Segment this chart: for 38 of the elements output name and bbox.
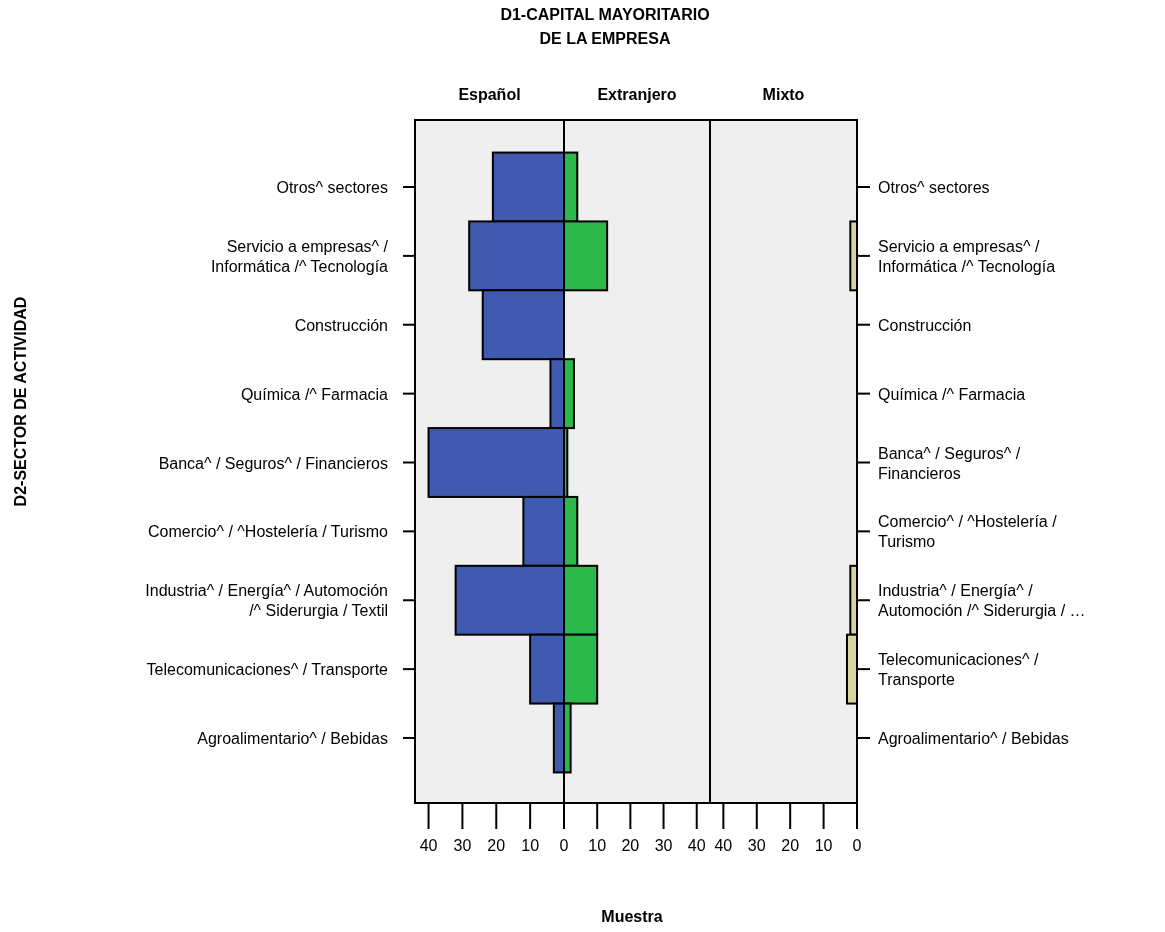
x-tick-label: 20	[621, 837, 640, 854]
y-tick-label: Agroalimentario^ / Bebidas	[197, 730, 388, 747]
text: D1-CAPITAL MAYORITARIO DE LA EMPRESA	[500, 6, 710, 47]
y-tick-label: Otros^ sectores	[276, 179, 388, 196]
y-tick-label: Química /^ Farmacia	[240, 385, 389, 403]
y-tick-label: Industria^ / Energía^ / Automoción /^ Siderurgia / Textil	[145, 582, 388, 620]
y-tick-label: Construcción	[294, 316, 388, 334]
x-tick-label: 40	[687, 837, 706, 854]
y2-tick-label: Otros^ sectores	[878, 179, 990, 196]
y2-tick-label: Servicio a empresas^ / Informática /^ Tecnología	[878, 237, 1056, 275]
x-tick-label: 40	[419, 837, 438, 854]
y-axis-title: D2-SECTOR DE ACTIVIDAD	[12, 296, 29, 507]
x-tick-label: 10	[521, 837, 540, 854]
y2-tick-label: Telecomunicaciones^ / Transporte	[878, 651, 1040, 689]
y-tick-label: Comercio^ / ^Hostelería / Turismo	[148, 523, 389, 541]
x-tick-label: 30	[453, 837, 472, 854]
y-tick-label: Telecomunicaciones^ / Transporte	[146, 661, 389, 679]
chart-subtitle: Mixto	[762, 86, 805, 103]
x-tick-label: 30	[747, 837, 766, 854]
y2-tick-label: Construcción	[878, 316, 972, 334]
x-tick-label: 10	[588, 837, 607, 854]
y-tick-label: Servicio a empresas^ / Informática /^ Tecnología	[210, 237, 389, 275]
y2-tick-label: Comercio^ / ^Hostelería / Turismo	[878, 513, 1058, 551]
chart-subtitle: Extranjero	[597, 86, 677, 103]
x-tick-label: 30	[654, 837, 673, 854]
y2-tick-label: Banca^ / Seguros^ / Financieros	[878, 444, 1021, 482]
y2-tick-label: Agroalimentario^ / Bebidas	[878, 730, 1069, 747]
y2-tick-label: Química /^ Farmacia	[878, 385, 1026, 403]
x-axis-title: Muestra	[601, 908, 663, 925]
y2-tick-label: Industria^ / Energía^ / Automoción /^ Siderurgia / …	[878, 582, 1086, 620]
x-tick-label: 20	[487, 837, 506, 854]
x-tick-label: 40	[714, 837, 733, 854]
y-tick-label: Banca^ / Seguros^ / Financieros	[158, 454, 388, 472]
x-tick-label: 0	[559, 837, 569, 854]
chart-subtitle: Español	[458, 86, 521, 103]
x-tick-label: 10	[814, 837, 833, 854]
x-tick-label: 0	[852, 837, 862, 854]
x-tick-label: 20	[781, 837, 800, 854]
